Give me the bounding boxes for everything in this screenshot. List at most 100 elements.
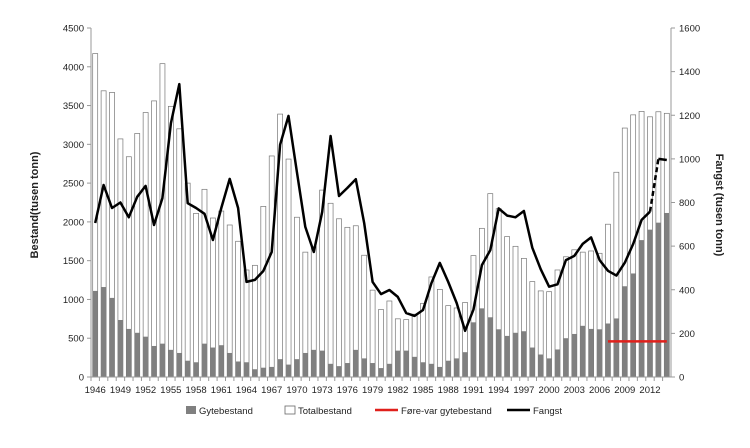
- bar-gytebestand: [177, 353, 182, 377]
- bar-gytebestand: [160, 344, 165, 377]
- bar-gytebestand: [622, 286, 627, 377]
- bar-gytebestand: [278, 359, 283, 377]
- bar-gytebestand: [244, 362, 249, 377]
- bar-gytebestand: [236, 361, 241, 377]
- bar-gytebestand: [110, 298, 115, 377]
- bar-gytebestand: [227, 353, 232, 377]
- y-tick-label-right: 1000: [679, 154, 700, 165]
- bar-totalbestand: [294, 217, 299, 377]
- bar-gytebestand: [303, 353, 308, 377]
- y-tick-label-left: 3000: [63, 140, 84, 151]
- bar-gytebestand: [547, 358, 552, 377]
- bar-gytebestand: [454, 358, 459, 377]
- y-tick-label-right: 400: [679, 285, 695, 296]
- bar-gytebestand: [294, 359, 299, 377]
- y-axis-title-right: Fangst (tusen tonn): [713, 154, 725, 257]
- bar-gytebestand: [370, 363, 375, 377]
- y-tick-label-right: 600: [679, 242, 695, 253]
- bar-totalbestand: [152, 101, 157, 377]
- x-tick-label: 1955: [160, 385, 181, 396]
- bar-gytebestand: [572, 334, 577, 377]
- bar-gytebestand: [135, 333, 140, 377]
- bar-gytebestand: [530, 348, 535, 377]
- bar-totalbestand: [185, 183, 190, 377]
- bar-gytebestand: [311, 350, 316, 377]
- bar-gytebestand: [639, 240, 644, 377]
- y-tick-label-left: 2500: [63, 179, 84, 190]
- bar-gytebestand: [614, 318, 619, 377]
- x-tick-label: 1967: [261, 385, 282, 396]
- x-tick-label: 1976: [337, 385, 358, 396]
- bar-gytebestand: [252, 369, 257, 377]
- x-tick-label: 2012: [639, 385, 660, 396]
- legend-swatch-totalbestand: [285, 406, 295, 414]
- bar-totalbestand: [244, 270, 249, 377]
- x-tick-label: 2003: [564, 385, 585, 396]
- bar-totalbestand: [286, 159, 291, 377]
- bar-gytebestand: [505, 336, 510, 377]
- bar-gytebestand: [656, 223, 661, 377]
- bar-gytebestand: [446, 361, 451, 377]
- bar-totalbestand: [379, 310, 384, 377]
- x-tick-label: 1970: [286, 385, 307, 396]
- bar-totalbestand: [261, 206, 266, 377]
- x-tick-label: 2000: [539, 385, 560, 396]
- bar-gytebestand: [143, 337, 148, 377]
- bar-gytebestand: [353, 350, 358, 377]
- bar-gytebestand: [379, 368, 384, 377]
- bar-gytebestand: [563, 338, 568, 377]
- bar-gytebestand: [210, 348, 215, 377]
- y-tick-label-left: 3500: [63, 101, 84, 112]
- bar-totalbestand: [437, 289, 442, 377]
- bar-gytebestand: [320, 351, 325, 377]
- bar-gytebestand: [538, 355, 543, 377]
- y-tick-label-left: 2000: [63, 217, 84, 228]
- x-tick-label: 1952: [135, 385, 156, 396]
- bar-gytebestand: [412, 357, 417, 377]
- x-tick-label: 1961: [211, 385, 232, 396]
- y-tick-label-left: 1500: [63, 256, 84, 267]
- bar-gytebestand: [513, 333, 518, 377]
- bar-totalbestand: [236, 241, 241, 377]
- bar-gytebestand: [152, 346, 157, 377]
- x-tick-label: 1985: [412, 385, 433, 396]
- bar-gytebestand: [202, 344, 207, 377]
- y-tick-label-right: 200: [679, 329, 695, 340]
- bar-gytebestand: [429, 364, 434, 377]
- x-tick-label: 1979: [362, 385, 383, 396]
- x-tick-label: 1982: [387, 385, 408, 396]
- x-tick-label: 1949: [110, 385, 131, 396]
- legend-label-gytebestand: Gytebestand: [199, 406, 253, 417]
- y-tick-label-right: 0: [679, 373, 684, 384]
- bar-totalbestand: [328, 203, 333, 377]
- bar-gytebestand: [286, 365, 291, 377]
- bar-gytebestand: [647, 230, 652, 377]
- y-tick-label-right: 1200: [679, 111, 700, 122]
- bar-gytebestand: [328, 364, 333, 377]
- legend-label-fore-var: Føre-var gytebestand: [401, 406, 492, 417]
- bar-gytebestand: [488, 317, 493, 377]
- bar-gytebestand: [664, 213, 669, 377]
- y-tick-label-left: 0: [79, 373, 84, 384]
- bar-totalbestand: [345, 227, 350, 377]
- bar-totalbestand: [252, 265, 257, 377]
- bar-gytebestand: [580, 326, 585, 377]
- y-axis-title-left: Bestand(tusen tonn): [29, 151, 41, 258]
- x-tick-label: 2006: [589, 385, 610, 396]
- y-tick-label-left: 500: [68, 334, 84, 345]
- x-tick-label: 1958: [186, 385, 207, 396]
- bar-totalbestand: [194, 213, 199, 377]
- bar-gytebestand: [345, 363, 350, 377]
- bar-gytebestand: [336, 366, 341, 377]
- x-tick-label: 1991: [463, 385, 484, 396]
- bar-gytebestand: [463, 352, 468, 377]
- y-tick-label-left: 4000: [63, 62, 84, 73]
- x-tick-label: 1988: [438, 385, 459, 396]
- legend: Gytebestand Totalbestand Føre-var gytebe…: [186, 406, 562, 417]
- y-tick-label-left: 4500: [63, 24, 84, 35]
- bar-totalbestand: [269, 156, 274, 377]
- x-tick-label: 1964: [236, 385, 257, 396]
- bar-totalbestand: [177, 129, 182, 377]
- bar-gytebestand: [437, 367, 442, 377]
- y-tick-label-right: 1600: [679, 24, 700, 35]
